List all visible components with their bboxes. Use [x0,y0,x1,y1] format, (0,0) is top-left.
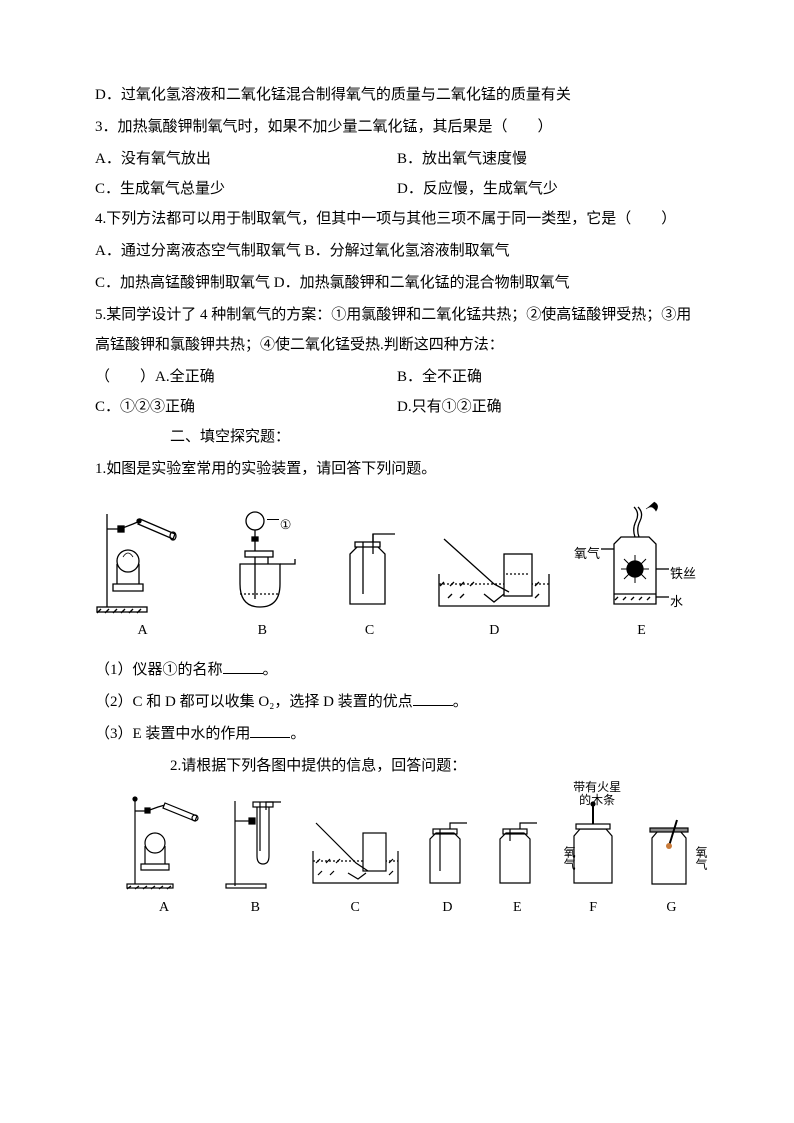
circle-1-annotation: ① [280,512,292,538]
apparatus-d: D [434,534,554,645]
q3-option-c: C．生成氧气总量少 [95,174,397,204]
f2-stem: 2.请根据下列各图中提供的信息，回答问题： [95,751,699,781]
q3-option-a: A．没有氧气放出 [95,144,397,174]
label-b: B [258,617,267,645]
q2-option-d: D．过氧化氢溶液和二氧化锰混合制得氧气的质量与二氧化锰的质量有关 [95,80,699,110]
f1-stem: 1.如图是实验室常用的实验装置，请回答下列问题。 [95,454,699,484]
apparatus2-c: C [308,821,403,922]
label2-b: B [251,894,260,922]
q3-stem: 3．加热氯酸钾制氧气时，如果不加少量二氧化锰，其后果是（ ） [95,112,699,142]
stand-tube-icon [223,796,288,891]
q5-option-c: C．①②③正确 [95,392,397,422]
splint-anno-bot: 的木条 [567,794,627,807]
f1-sub2-text: （2）C 和 D 都可以收集 O₂，选择 D 装置的优点 [95,694,413,710]
oxygen2-annotation: 氧气 [557,846,581,870]
blank-3 [250,722,290,738]
q5-option-d: D.只有①②正确 [397,392,699,422]
bottle-e-icon [492,821,542,891]
flask-funnel-icon [220,509,305,614]
q5-stem: 5.某同学设计了 4 种制氧气的方案：①用氯酸钾和二氧化锰共热；②使高锰酸钾受热… [95,300,699,360]
section2-heading: 二、填空探究题： [95,422,699,452]
f1-sub3-end: 。 [290,726,305,742]
q4-options-ab: A．通过分离液态空气制取氧气 B．分解过氧化氢溶液制取氧气 [95,236,699,266]
apparatus-a: A [95,509,190,645]
blank-2 [413,690,453,706]
oxygen3-annotation: 氧气 [689,846,713,870]
label-d: D [489,617,499,645]
q5-option-b: B．全不正确 [397,362,699,392]
water-trough2-icon [308,821,403,891]
f1-sub3: （3）E 装置中水的作用 。 [95,719,699,749]
f1-sub2-end: 。 [453,694,468,710]
f1-sub1-end: 。 [263,662,278,678]
label2-g: G [666,894,676,922]
apparatus2-e: E [492,821,542,922]
f1-sub1-text: （1）仪器①的名称 [95,662,223,678]
figure-row-1: A ① B [95,499,699,645]
apparatus2-f: 氧气 带有火星 的木条 F [562,801,624,922]
q5-option-a: （ ）A.全正确 [95,362,397,392]
heating-stand2-icon [125,796,203,891]
label2-d: D [442,894,452,922]
blank-1 [223,658,263,674]
f1-sub2: （2）C 和 D 都可以收集 O₂，选择 D 装置的优点 。 [95,687,699,717]
apparatus2-g: 氧气 G [644,816,699,922]
water-annotation: 水 [670,589,683,615]
label2-c: C [350,894,359,922]
q3-option-b: B．放出氧气速度慢 [397,144,699,174]
figure-row-2: A B [125,796,699,922]
apparatus2-a: A [125,796,203,922]
apparatus-c: C [335,524,405,645]
oxygen-annotation: 氧气 [574,541,600,567]
water-trough-icon [434,534,554,614]
apparatus-b: ① B [220,509,305,645]
f1-sub1: （1）仪器①的名称 。 [95,655,699,685]
label2-a: A [159,894,169,922]
q4-stem: 4.下列方法都可以用于制取氧气，但其中一项与其他三项不属于同一类型，它是（ ） [95,204,699,234]
q4-options-cd: C．加热高锰酸钾制取氧气 D．加热氯酸钾和二氧化锰的混合物制取氧气 [95,268,699,298]
f1-sub3-text: （3）E 装置中水的作用 [95,726,250,742]
label2-e: E [513,894,522,922]
q3-option-d: D．反应慢，生成氧气少 [397,174,699,204]
apparatus2-b: B [223,796,288,922]
heating-stand-icon [95,509,190,614]
label-c: C [365,617,374,645]
bottle-d-icon [422,821,472,891]
apparatus-e: 氧气 铁丝 水 E [584,499,699,645]
label-a: A [137,617,147,645]
label2-f: F [589,894,597,922]
gas-bottle-icon [335,524,405,614]
apparatus2-d: D [422,821,472,922]
label-e: E [637,617,646,645]
iron-annotation: 铁丝 [670,561,696,587]
